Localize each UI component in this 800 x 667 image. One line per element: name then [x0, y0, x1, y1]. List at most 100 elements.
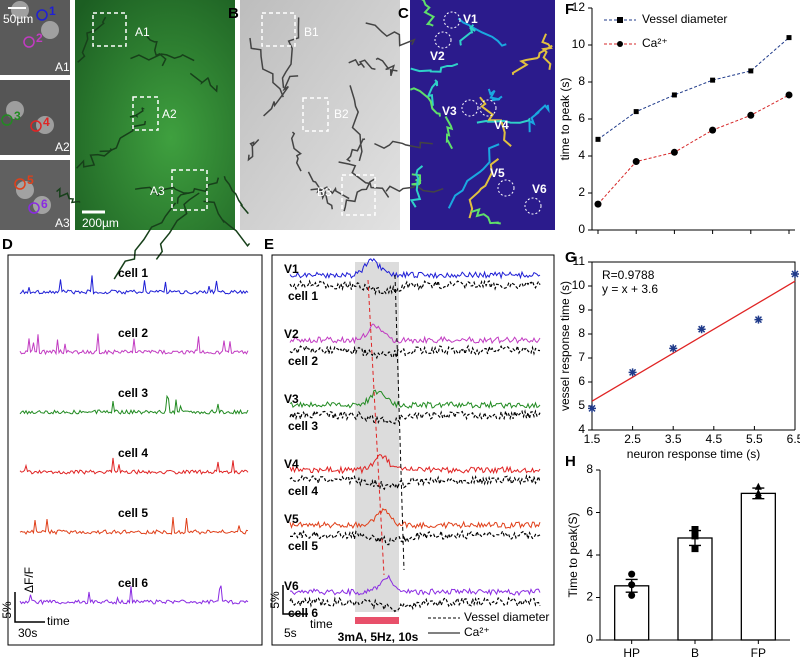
y-tick-label: 10 [572, 278, 586, 292]
vessel [76, 148, 113, 169]
cell-label: cell 5 [118, 506, 148, 520]
vessel [528, 104, 550, 133]
vessel [223, 176, 249, 215]
scale-label: ΔF/F [22, 567, 36, 593]
bright-field-image [240, 0, 400, 230]
x-tick-label: 2.5 [624, 432, 641, 446]
panel-d-frame [7, 254, 263, 646]
data-point [754, 491, 762, 499]
vessel-trace [290, 528, 541, 546]
vessel-label: V2 [430, 49, 445, 63]
y-tick-label: 8 [578, 326, 585, 340]
calcium-trace [289, 454, 541, 475]
legend-label: Vessel diameter [642, 12, 727, 26]
data-point [671, 92, 677, 98]
series-line [597, 37, 790, 140]
legend-marker [617, 41, 623, 47]
vessel-label: V6 [532, 182, 547, 196]
cell-label: cell 1 [118, 266, 148, 280]
inset-label: A2 [55, 140, 70, 154]
cell-label: cell 6 [118, 576, 148, 590]
vessel-drawing [6, 0, 553, 280]
region-box [302, 97, 329, 132]
vessel [349, 85, 363, 162]
y-tick-label: 0 [586, 632, 593, 646]
vessel [155, 192, 200, 260]
vessel-label: V1 [463, 12, 478, 26]
x-tick-label: 5.5 [746, 432, 763, 446]
scale-label: time [310, 617, 333, 631]
data-point [594, 200, 602, 208]
panel-label: D [2, 236, 13, 253]
data-point [754, 315, 763, 324]
y-tick-label: 0 [578, 222, 585, 236]
vessel [374, 140, 433, 149]
vessel-roi [479, 99, 497, 117]
vessel [129, 107, 146, 118]
cell-body [33, 196, 51, 214]
y-axis-label: Time to peak(S) [566, 513, 580, 598]
cell-number: 5 [27, 173, 34, 187]
inset-label: A1 [55, 60, 70, 74]
vessel [410, 62, 459, 73]
vessel [281, 17, 300, 89]
vessel-label: V6 [284, 579, 299, 593]
y-tick-label: 9 [578, 302, 585, 316]
cell-number: 1 [49, 4, 56, 18]
panel-e-frame [271, 254, 555, 646]
cell-body [41, 21, 59, 39]
y-tick-label: 6 [578, 374, 585, 388]
data-point [691, 532, 699, 540]
panel-label: G [565, 249, 577, 266]
stimulus-bar [355, 617, 399, 624]
vessel [203, 200, 251, 248]
scale-bar [282, 585, 308, 615]
bar [740, 492, 776, 641]
calcium-trace [289, 257, 541, 280]
vessel [130, 53, 195, 62]
data-point [747, 111, 755, 119]
onset-line [367, 279, 385, 576]
scale-label: 5s [284, 626, 297, 640]
vessel-label: V2 [284, 327, 299, 341]
vessel [247, 139, 260, 162]
vessel [385, 184, 444, 193]
stimulus-label: 3mA, 5Hz, 10s [338, 630, 419, 644]
inset-image [0, 160, 70, 230]
x-tick-label: 1.5 [584, 432, 601, 446]
calcium-trace [289, 574, 541, 597]
calcium-trace [19, 333, 249, 356]
cell-body [6, 101, 24, 119]
vessel [290, 131, 302, 172]
cell-label: cell 5 [288, 539, 318, 553]
scale-label: 5% [268, 591, 282, 609]
x-axis-label: neuron response time (s) [627, 447, 760, 461]
fit-line [591, 280, 796, 402]
data-point [633, 109, 639, 115]
data-point [748, 68, 754, 74]
vessel [190, 72, 218, 93]
panel-label: B [228, 5, 239, 22]
scale-bar [14, 592, 45, 623]
cell-number: 2 [36, 31, 43, 45]
calcium-trace [289, 508, 541, 530]
data-point [632, 158, 640, 166]
vessel [409, 87, 442, 117]
vessel [375, 57, 398, 77]
cell-marker [14, 178, 26, 190]
vessel-label: V5 [284, 512, 299, 526]
region-box [92, 12, 127, 47]
y-tick-label: 8 [586, 462, 593, 476]
data-point [709, 126, 717, 134]
onset-line [394, 274, 405, 571]
cell-marker [30, 120, 42, 132]
vessel-trace [289, 278, 541, 296]
vessel-roi [497, 179, 515, 197]
vessel-trace [289, 474, 541, 491]
series-line [597, 94, 790, 205]
data-point [691, 545, 699, 553]
cell-label: cell 4 [288, 484, 318, 498]
vessel [307, 171, 333, 210]
cell-label: cell 2 [118, 326, 148, 340]
